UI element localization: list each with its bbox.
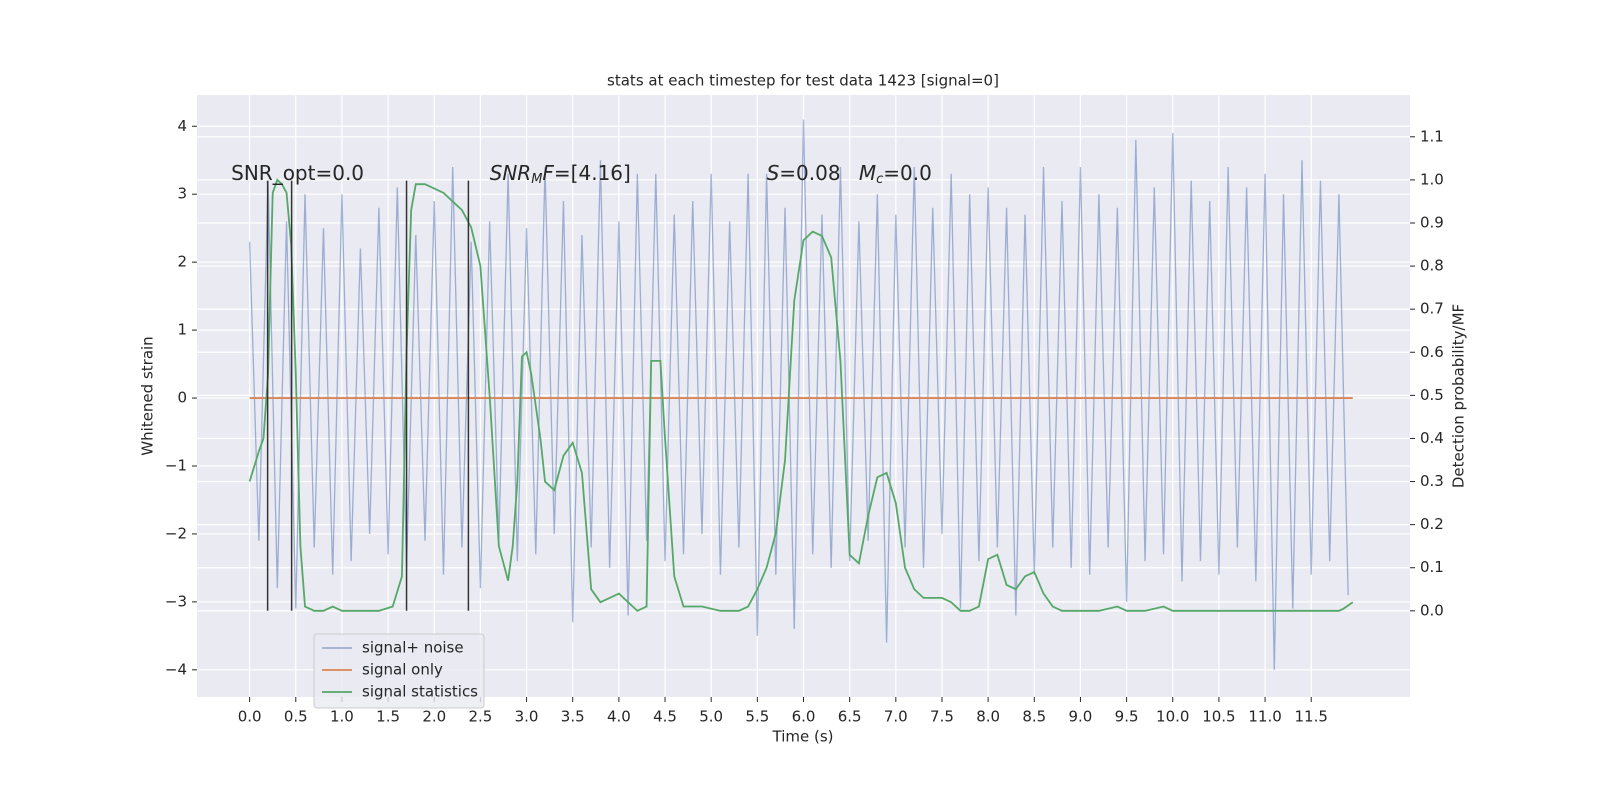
series-line: [248, 178, 1354, 612]
y-axis-label: Whitened strain: [139, 336, 157, 455]
y2-tick-label: 0.6: [1420, 343, 1444, 361]
annotation-part: SNR: [490, 160, 532, 184]
x-tick-label: 1.0: [330, 708, 354, 726]
x-tick-label: 0.5: [284, 708, 308, 726]
x-tick-label: 11.0: [1248, 708, 1281, 726]
y-tick-label: 0: [177, 389, 187, 407]
x-axis-label: Time (s): [772, 728, 834, 746]
x-tick-label: 7.0: [884, 708, 908, 726]
y2-tick-label: 0.3: [1420, 472, 1444, 490]
x-tick-label: 6.5: [838, 708, 862, 726]
x-tick-label: 7.5: [930, 708, 954, 726]
x-tick-label: 5.5: [745, 708, 769, 726]
x-tick-label: 5.0: [699, 708, 723, 726]
x-tick-label: 10.5: [1202, 708, 1235, 726]
x-tick-label: 9.5: [1115, 708, 1139, 726]
annotation-part: F: [542, 160, 554, 184]
annotation-part: =0.0: [883, 160, 932, 184]
y2-tick-label: 0.2: [1420, 515, 1444, 533]
y2-axis-label: Detection probability/MF: [1450, 304, 1468, 488]
x-tick-label: 3.0: [515, 708, 539, 726]
x-tick-label: 1.5: [376, 708, 400, 726]
annotation: Mc=0.0: [859, 160, 932, 186]
y-tick-label: 4: [177, 117, 187, 135]
annotation-part: M: [859, 160, 876, 184]
annotation: S=0.08: [767, 160, 841, 184]
legend-label: signal+ noise: [362, 639, 464, 657]
legend-label: signal only: [362, 661, 443, 679]
y2-tick-label: 0.5: [1420, 386, 1444, 404]
y-tick-label: 1: [177, 321, 187, 339]
y-tick-label: 3: [177, 185, 187, 203]
x-tick-label: 3.5: [561, 708, 585, 726]
annotation-part: S: [767, 160, 780, 184]
y2-tick-label: 0.7: [1420, 300, 1444, 318]
x-tick-label: 0.0: [238, 708, 262, 726]
y-tick-label: −2: [165, 524, 187, 542]
annotation-part: M: [531, 171, 542, 186]
annotation: SNRMF=[4.16]: [490, 160, 631, 186]
x-tick-label: 2.0: [422, 708, 446, 726]
series-line: [248, 119, 1349, 670]
y2-tick-label: 0.1: [1420, 558, 1444, 576]
annotation-part: =0.08: [779, 160, 840, 184]
x-tick-label: 8.0: [976, 708, 1000, 726]
y2-tick-label: 1.1: [1420, 127, 1444, 145]
y-tick-label: −3: [165, 592, 187, 610]
y2-tick-label: 0.9: [1420, 213, 1444, 231]
x-tick-label: 2.5: [468, 708, 492, 726]
y-tick-label: −4: [165, 660, 187, 678]
y2-tick-label: 0.8: [1420, 257, 1444, 275]
legend-label: signal statistics: [362, 683, 478, 701]
x-tick-label: 4.0: [607, 708, 631, 726]
annotation-part: c: [876, 171, 883, 186]
annotation: SNR_opt=0.0: [231, 160, 364, 184]
x-tick-label: 8.5: [1022, 708, 1046, 726]
x-tick-label: 9.0: [1069, 708, 1093, 726]
x-tick-label: 11.5: [1295, 708, 1328, 726]
y-tick-label: −1: [165, 456, 187, 474]
x-tick-label: 10.0: [1156, 708, 1189, 726]
annotation-part: =[4.16]: [554, 160, 631, 184]
y2-tick-label: 1.0: [1420, 170, 1444, 188]
y-tick-label: 2: [177, 253, 187, 271]
legend-box: [313, 633, 485, 709]
chart-title: stats at each timestep for test data 142…: [607, 72, 999, 90]
y2-tick-label: 0.0: [1420, 601, 1444, 619]
annotation-part: SNR_opt=0.0: [231, 160, 364, 184]
x-tick-label: 6.0: [792, 708, 816, 726]
y2-tick-label: 0.4: [1420, 429, 1444, 447]
x-tick-label: 4.5: [653, 708, 677, 726]
